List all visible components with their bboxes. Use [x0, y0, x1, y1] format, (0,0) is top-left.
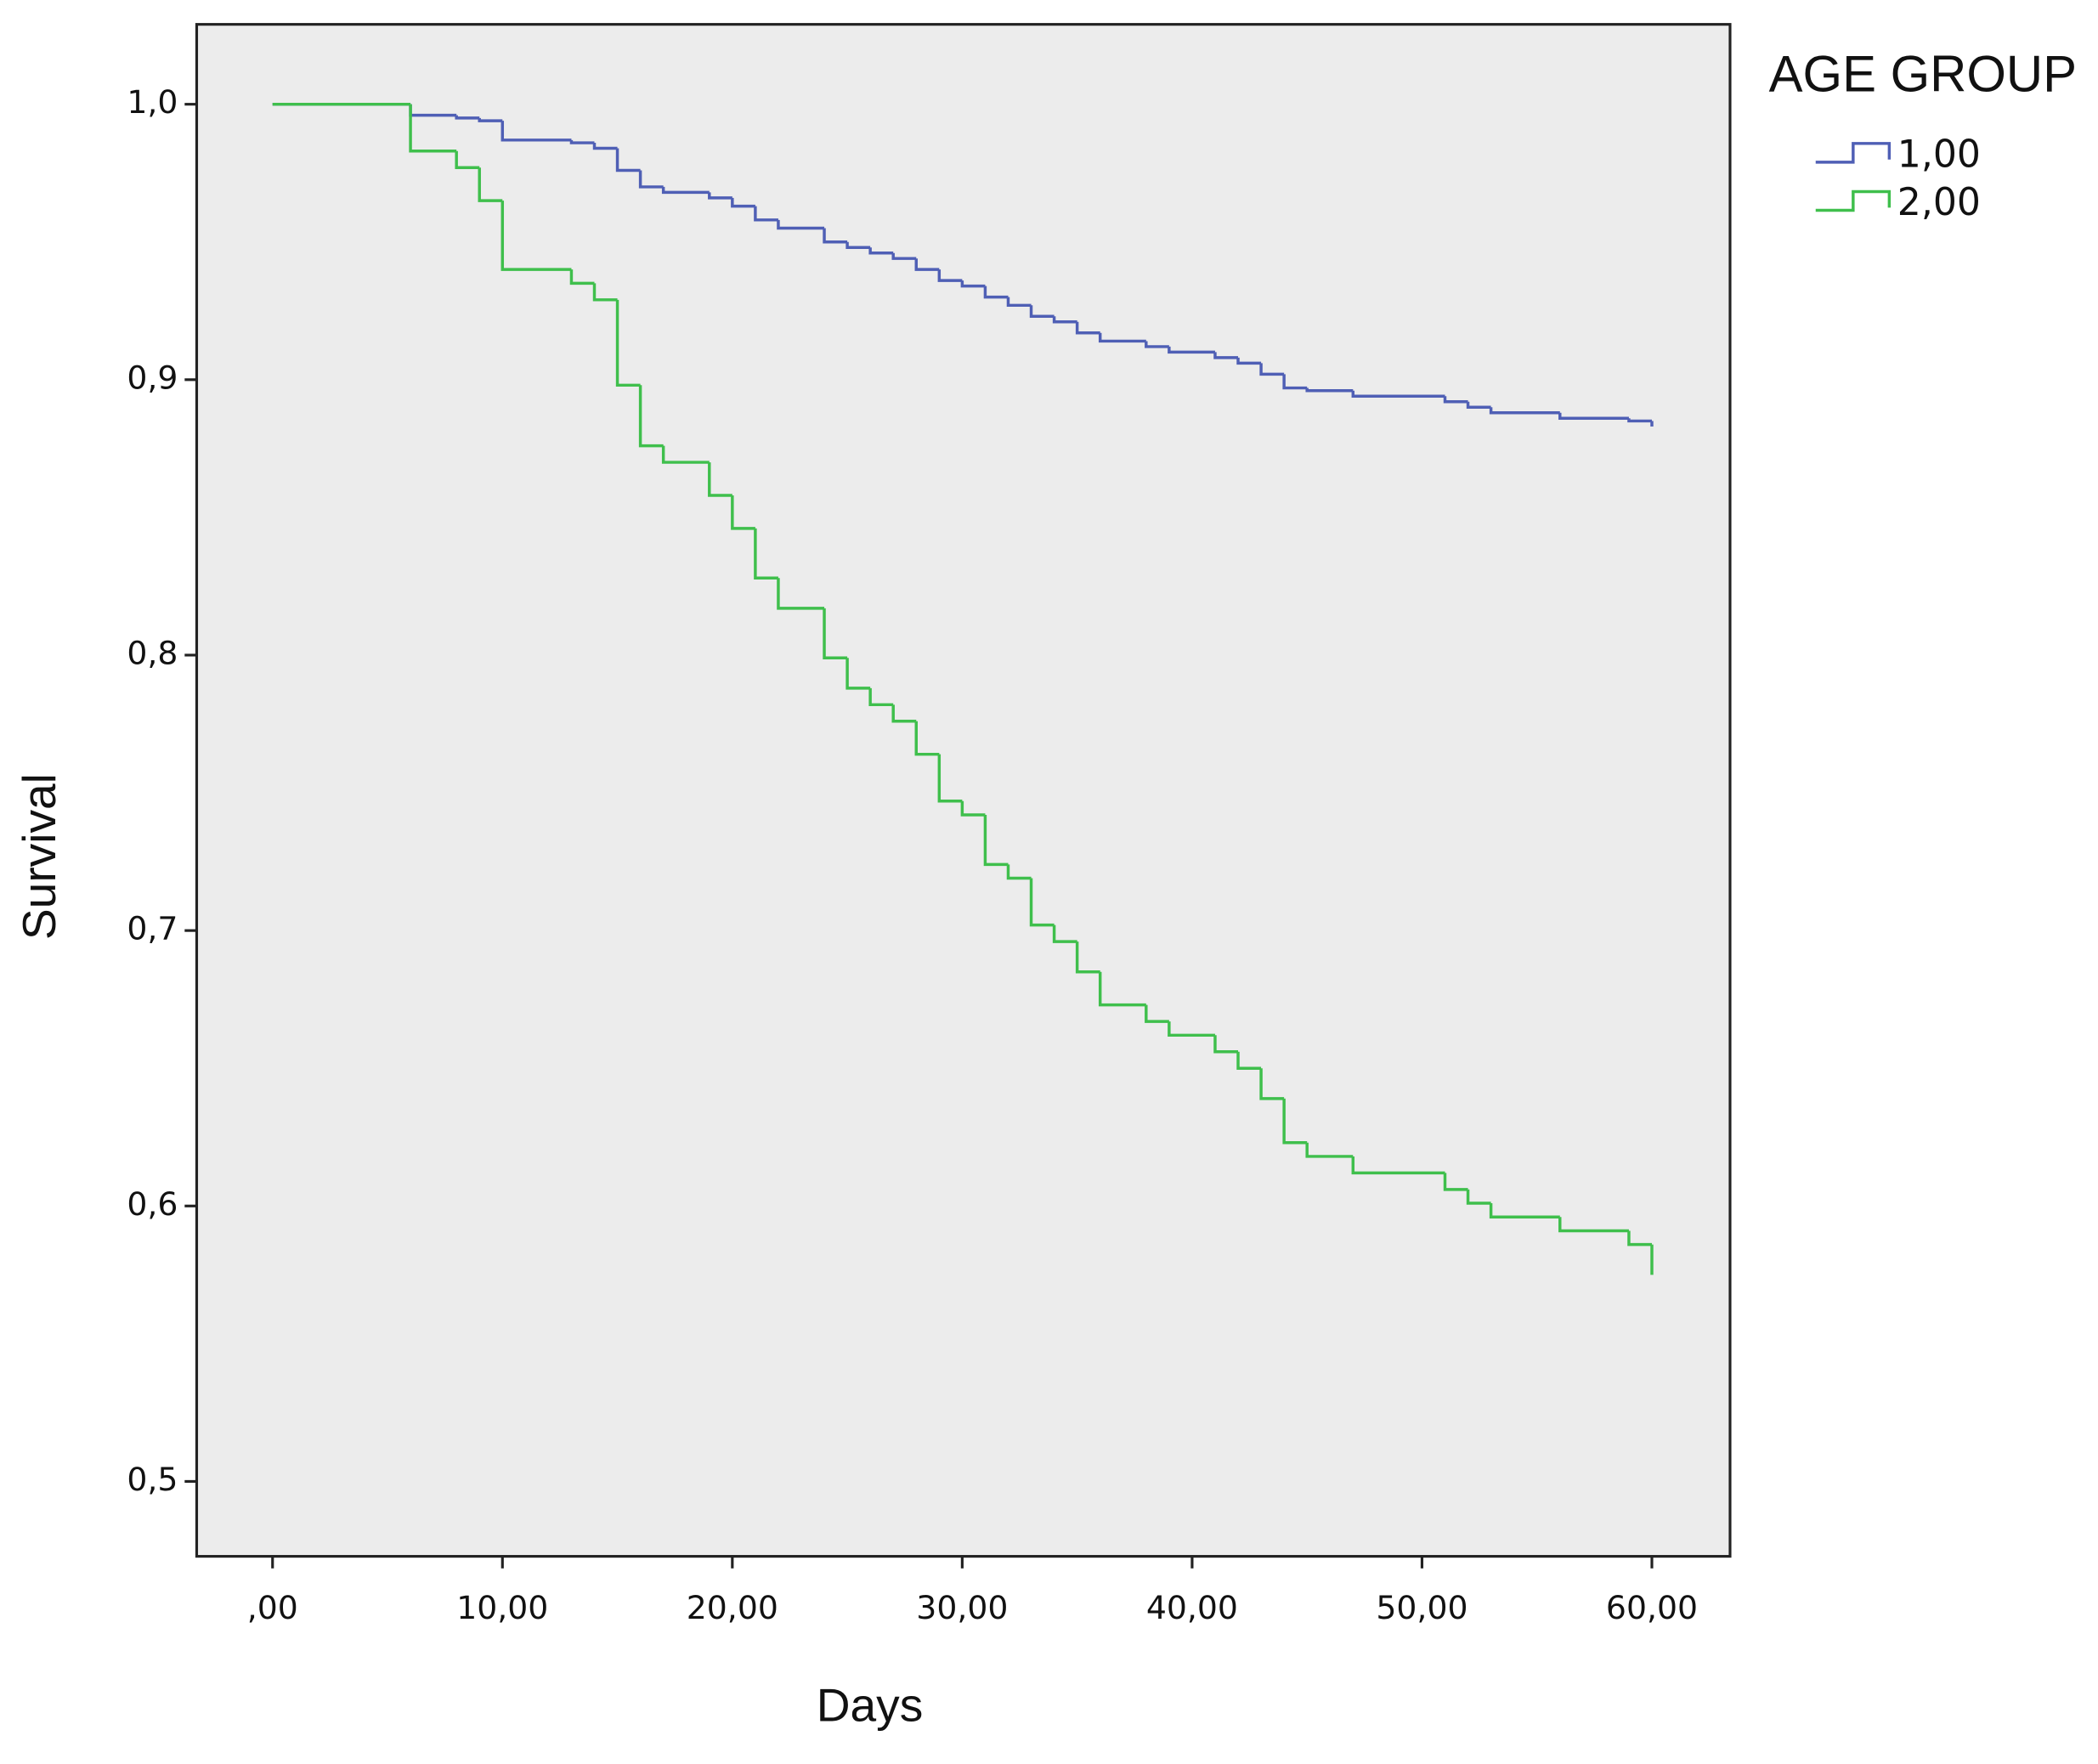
- survival-step: [1236, 1051, 1262, 1070]
- legend-swatch: [1815, 142, 1892, 164]
- survival-step: [1305, 387, 1354, 393]
- survival-step: [891, 252, 917, 260]
- survival-step: [1443, 396, 1468, 404]
- y-tick-label: 1,0: [127, 83, 178, 121]
- survival-step: [891, 704, 917, 723]
- survival-step: [455, 115, 480, 120]
- survival-step: [615, 299, 641, 387]
- survival-step: [1098, 332, 1146, 343]
- survival-step: [868, 247, 894, 255]
- survival-step: [914, 721, 940, 756]
- y-tick-label: 0,6: [127, 1185, 178, 1223]
- survival-step: [960, 800, 986, 817]
- survival-step: [754, 206, 778, 222]
- survival-step: [638, 385, 664, 448]
- survival-step: [1052, 924, 1077, 943]
- survival-step: [1282, 374, 1308, 390]
- survival-step: [1558, 1217, 1629, 1233]
- survival-step: [1213, 1035, 1239, 1054]
- x-tick-label: ,00: [247, 1589, 298, 1626]
- x-tick-label: 30,00: [916, 1589, 1008, 1626]
- survival-step: [615, 148, 641, 172]
- survival-step: [845, 658, 871, 690]
- x-tick-label: 20,00: [687, 1589, 778, 1626]
- survival-step: [1466, 401, 1491, 409]
- survival-step: [1466, 1189, 1491, 1205]
- survival-step: [1489, 1203, 1560, 1218]
- legend-label: 2,00: [1897, 181, 1981, 224]
- survival-step: [1098, 971, 1146, 1007]
- survival-step: [1443, 1173, 1468, 1191]
- survival-step: [569, 269, 595, 286]
- survival-step: [731, 495, 755, 530]
- x-tick-label: 60,00: [1606, 1589, 1698, 1626]
- survival-step: [708, 462, 732, 497]
- survival-step: [1075, 321, 1100, 335]
- legend-title: AGE GROUP: [1769, 45, 2077, 102]
- survival-step: [1145, 1004, 1169, 1023]
- x-tick-label: 40,00: [1146, 1589, 1238, 1626]
- survival-step: [1029, 878, 1055, 927]
- survival-step: [868, 687, 894, 707]
- survival-step: [1627, 418, 1652, 423]
- survival-step: [478, 167, 503, 202]
- survival-step: [1259, 363, 1285, 376]
- survival-step: [983, 814, 1009, 867]
- survival-step: [914, 258, 940, 271]
- survival-step: [661, 445, 710, 464]
- survival-step: [592, 143, 618, 150]
- survival-step: [1305, 1142, 1354, 1158]
- survival-step: [1259, 1068, 1285, 1100]
- survival-step: [1236, 357, 1262, 365]
- x-tick-label: 10,00: [456, 1589, 548, 1626]
- survival-step: [1006, 864, 1032, 880]
- survival-step: [731, 197, 755, 208]
- survival-step: [983, 286, 1009, 299]
- survival-step: [1052, 316, 1077, 324]
- survival-step: [708, 192, 732, 200]
- y-axis-title: Survival: [13, 773, 65, 940]
- survival-step: [500, 201, 572, 271]
- survival-step: [1145, 341, 1169, 348]
- y-tick-label: 0,9: [127, 359, 178, 396]
- survival-step: [777, 219, 825, 230]
- survival-step: [1351, 1156, 1445, 1175]
- survival-step: [1006, 297, 1032, 308]
- survival-step: [937, 754, 963, 803]
- survival-step: [1029, 305, 1055, 319]
- survival-step: [1075, 941, 1100, 974]
- y-tick-label: 0,8: [127, 634, 178, 671]
- survival-step: [1282, 1098, 1308, 1145]
- survival-step: [638, 170, 664, 189]
- survival-step: [777, 578, 825, 610]
- y-tick-label: 0,5: [127, 1461, 178, 1498]
- x-tick-label: 50,00: [1376, 1589, 1467, 1626]
- survival-step: [1168, 1021, 1215, 1037]
- x-axis-title: Days: [817, 1679, 924, 1732]
- survival-step: [569, 139, 595, 144]
- survival-step: [937, 269, 963, 282]
- survival-step: [1213, 352, 1239, 359]
- survival-step: [592, 283, 618, 302]
- survival-step: [960, 280, 986, 288]
- survival-step: [500, 121, 572, 142]
- survival-step: [1351, 390, 1445, 399]
- legend-swatch: [1815, 189, 1892, 212]
- survival-step: [661, 186, 710, 195]
- survival-step: [1627, 1230, 1652, 1247]
- survival-step: [823, 228, 848, 244]
- plot-area: [195, 23, 1732, 1558]
- legend-label: 1,00: [1897, 133, 1981, 177]
- survival-step: [1558, 412, 1629, 420]
- y-tick-label: 0,7: [127, 910, 178, 947]
- survival-step: [823, 608, 848, 659]
- survival-step: [845, 241, 871, 249]
- survival-step: [754, 528, 778, 580]
- survival-step: [1489, 407, 1560, 415]
- survival-step: [478, 117, 503, 122]
- survival-step: [455, 150, 480, 169]
- survival-step: [409, 104, 457, 153]
- survival-step: [1168, 346, 1215, 354]
